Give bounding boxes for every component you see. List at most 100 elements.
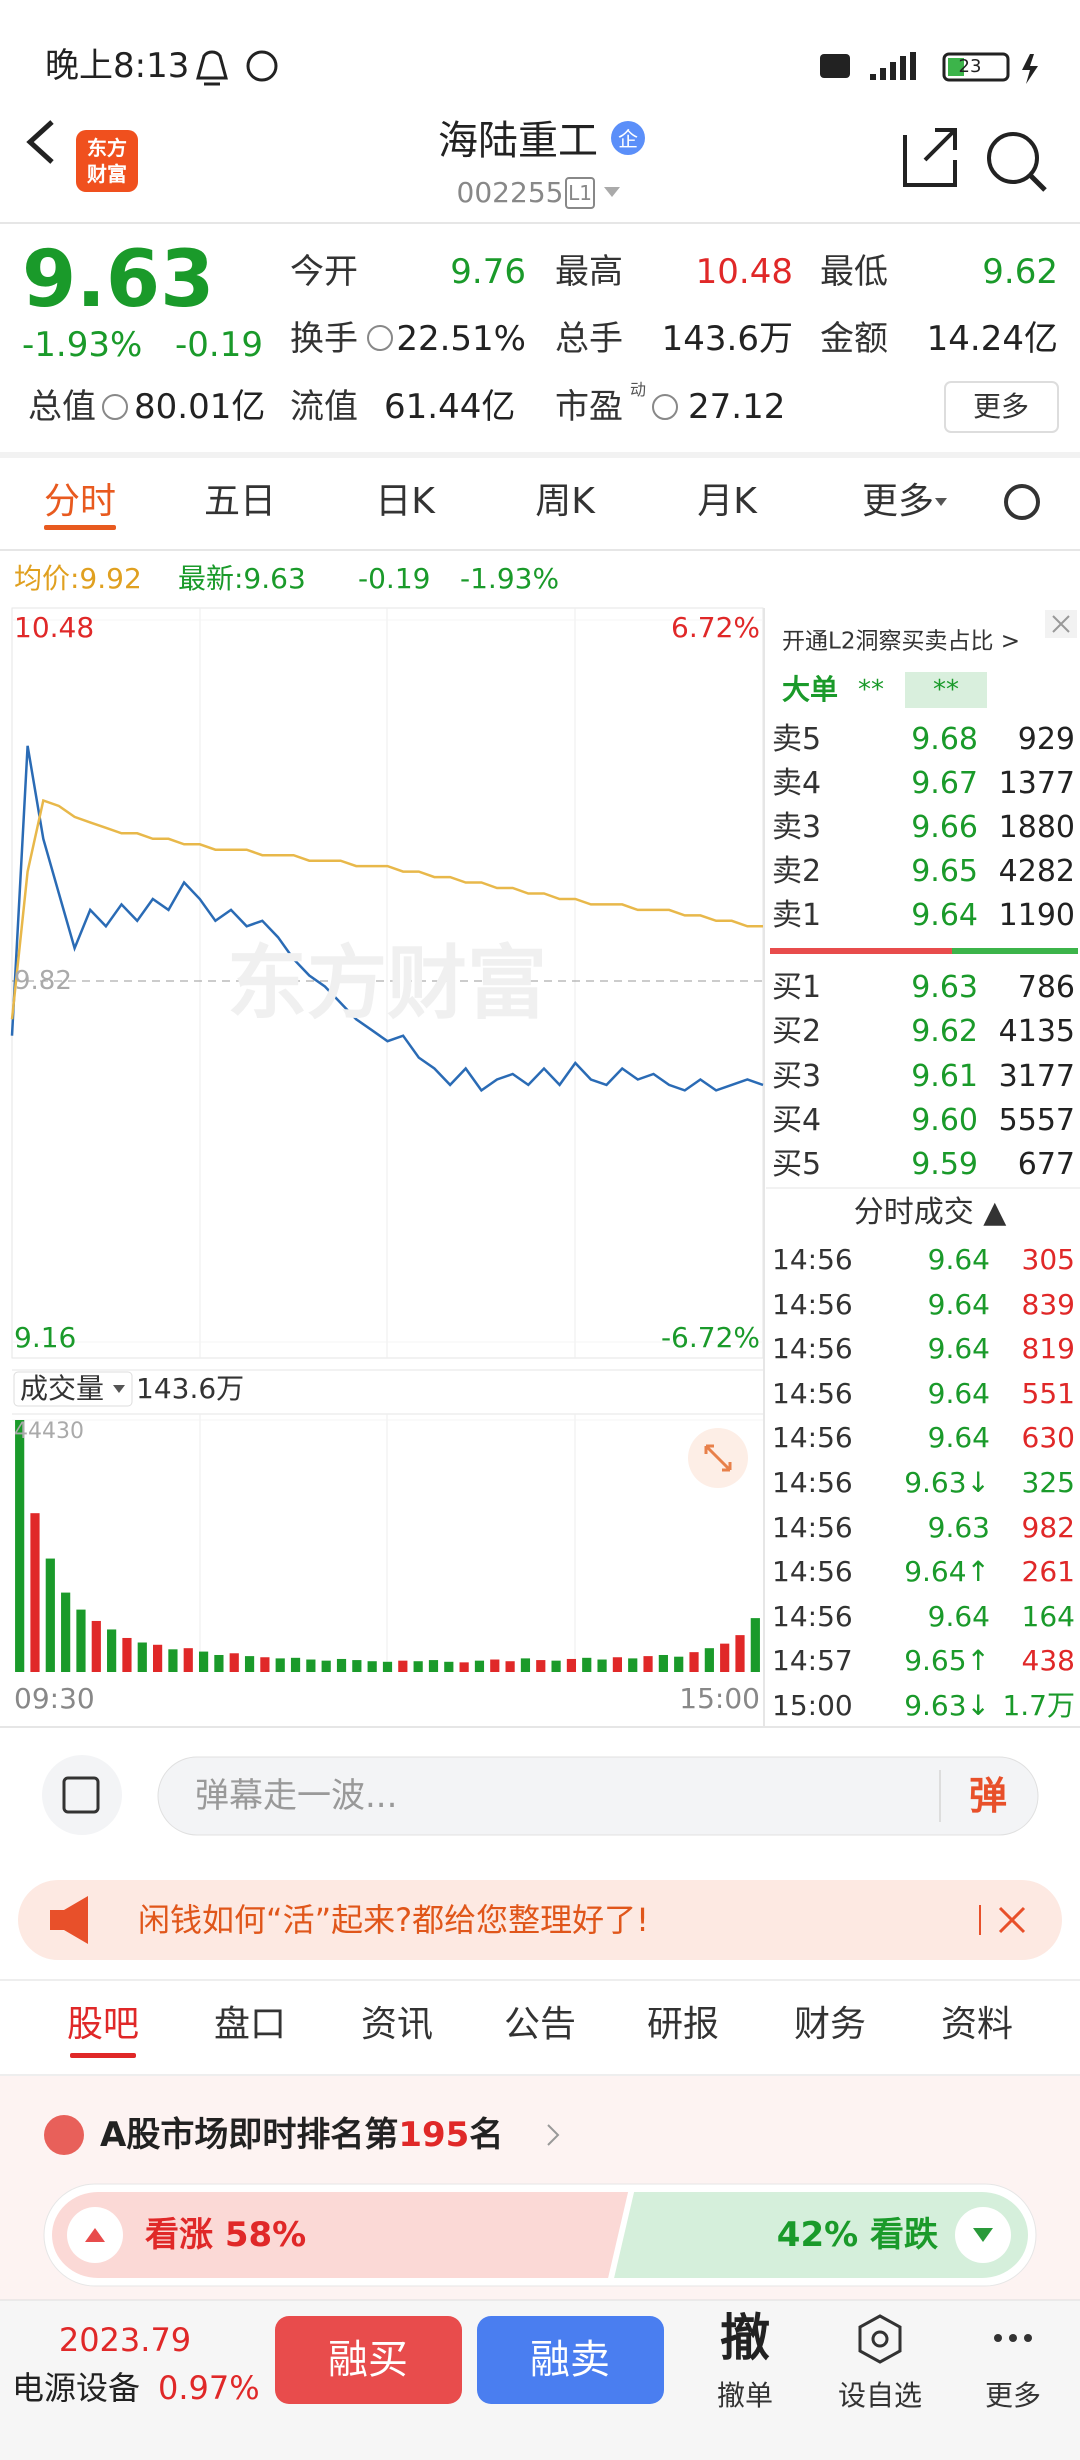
banner-bg[interactable] [18,1880,1062,1960]
trade-price: 9.64 [927,1332,990,1366]
nav-tab[interactable]: 资料 [940,2004,1014,2045]
pct-max-label: 6.72% [671,611,760,644]
y-max-label: 10.48 [14,611,95,644]
field-label: 总手 [555,319,623,359]
charge-icon [1022,54,1038,84]
volume-bar [321,1660,331,1672]
field-value: 61.44亿 [384,387,516,427]
info-icon[interactable] [102,394,128,420]
sell-button[interactable] [477,2316,664,2404]
search-icon[interactable] [987,132,1039,184]
volume-bar [61,1592,71,1672]
tab[interactable]: 日K [375,481,435,522]
more-button[interactable] [944,381,1059,433]
comment-input[interactable] [157,1756,1039,1836]
star-box [905,672,987,708]
volume-selector[interactable] [13,1371,133,1407]
field-value: 9.76 [450,252,526,292]
volume-bar [612,1657,622,1672]
back-icon[interactable] [26,120,54,164]
tab[interactable]: 月K [697,481,757,522]
trade-time: 14:56 [772,1376,853,1410]
field-label: 金额 [820,319,888,359]
tab[interactable]: 更多 [861,481,935,522]
nav-tab[interactable]: 盘口 [213,2004,287,2045]
close-banner[interactable] [998,1906,1026,1934]
more-label[interactable]: 更多 [984,2379,1042,2412]
logo-text: 东方 [87,136,127,160]
book-price: 9.63 [911,970,978,1005]
ranking-arrow[interactable] [547,2124,560,2146]
change: -0.19 [175,325,263,365]
hd-icon [820,54,850,78]
trade-volume: 438 [1021,1644,1075,1678]
field-value: 80.01亿 [134,387,266,427]
nav-tab[interactable]: 公告 [503,2004,577,2045]
cancel-icon[interactable]: 撤 [720,2309,770,2367]
share-icon[interactable] [903,128,957,187]
volume-bar [643,1656,653,1672]
volume-bar [183,1648,193,1672]
code-dropdown[interactable] [604,187,620,197]
prev-close-label: 9.82 [14,966,72,996]
alarm-icon [246,50,278,82]
trade-volume: 305 [1021,1243,1075,1276]
volume-bar [260,1657,270,1672]
volume-dropdown [113,1385,125,1393]
nav-tab[interactable]: 股吧 [66,2004,140,2045]
book-price: 9.62 [911,1014,978,1050]
info-icon[interactable] [367,325,393,351]
field-value: 14.24亿 [926,319,1058,359]
more-dot [1024,2334,1032,2342]
settings-icon[interactable] [1004,484,1040,520]
comment-button[interactable]: 弹 [968,1774,1008,1818]
trade-volume: 325 [1021,1466,1075,1499]
comment-icon-bg[interactable] [42,1755,122,1835]
tab[interactable]: 分时 [43,481,117,522]
info-icon[interactable] [652,394,678,420]
book-label: 买1 [772,970,822,1005]
ratio-bar-red [770,948,952,954]
trade-time: 14:56 [772,1332,853,1366]
tab[interactable]: 五日 [203,481,277,522]
trade-price: 9.64 [927,1287,990,1321]
volume-bar [566,1658,577,1672]
trade-volume: 551 [1021,1376,1075,1410]
price: 9.63 [22,235,215,325]
trades-title[interactable]: 分时成交 ▲ [853,1195,1007,1230]
volume-bar [582,1657,592,1672]
x-label: 09:30 [14,1682,95,1715]
buy-label[interactable]: 融买 [328,2337,408,2383]
banner-text[interactable]: 闲钱如何“活”起来?都给您整理好了! [138,1901,649,1939]
volume-label[interactable]: 成交量 [20,1372,105,1405]
field-value: 22.51% [396,319,526,359]
field-label: 总值 [28,387,96,427]
more-dot[interactable] [994,2334,1002,2342]
buy-button[interactable] [275,2316,462,2404]
search-handle [1028,173,1047,192]
volume-bar [382,1661,393,1672]
divider [0,452,1080,458]
book-label: 卖3 [772,810,822,845]
up-label[interactable]: 看涨 58% [145,2215,307,2255]
trade-volume: 1.7万 [1002,1689,1075,1722]
nav-tab[interactable]: 财务 [793,2004,867,2045]
watch-icon[interactable] [858,2314,902,2364]
nav-tab[interactable]: 研报 [646,2004,720,2045]
field-label: 最高 [555,252,623,292]
volume-bar [275,1658,285,1672]
tab[interactable]: 周K [535,481,595,522]
sell-label[interactable]: 融卖 [530,2337,610,2383]
book-price: 9.65 [911,854,978,889]
down-label[interactable]: 42% 看跌 [776,2215,938,2255]
l2-title[interactable]: 开通L2洞察买卖占比 > [782,628,1021,655]
watch-label[interactable]: 设自选 [837,2379,923,2412]
volume-bar [198,1651,209,1672]
comment-placeholder[interactable]: 弹幕走一波... [195,1776,398,1816]
more-label[interactable]: 更多 [972,390,1030,423]
book-label: 卖1 [772,898,822,933]
ranking-icon [44,2115,84,2155]
status-time: 晚上8:13 [45,46,190,86]
cancel-label[interactable]: 撤单 [716,2379,774,2412]
nav-tab[interactable]: 资讯 [360,2004,434,2045]
